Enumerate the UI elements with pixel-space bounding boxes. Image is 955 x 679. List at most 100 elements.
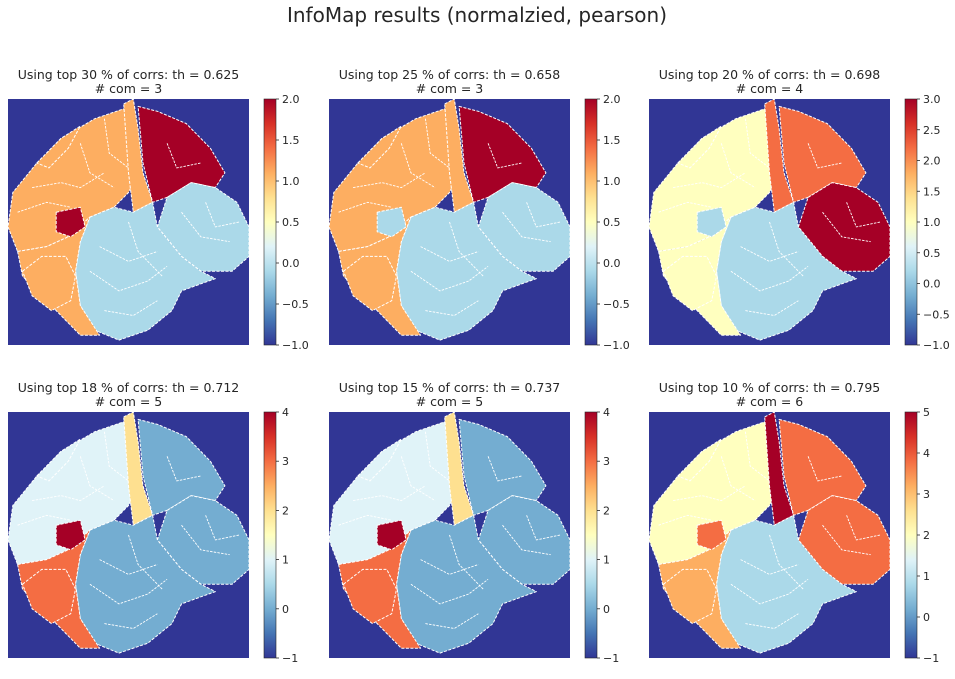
subplot-subtitle: # com = 5 [416,394,484,409]
sub-boundary [400,143,436,188]
region-left-pocket [22,568,76,625]
colorbar-tick-label: −0.5 [923,308,950,321]
sub-boundary [424,431,450,482]
sub-boundary [846,515,881,541]
colorbar-tick-label: 0.0 [603,257,621,270]
sub-boundary [103,118,129,169]
region-upper-left [357,125,402,169]
colorbar-tick-label: 1.5 [282,134,300,147]
subplot-3: Using top 20 % of corrs: th = 0.698# com… [648,67,950,352]
sub-boundary [181,211,230,243]
colorbar-tick-label: −1 [923,652,939,665]
colorbar-tick-label: 3.0 [923,93,941,106]
subplot-1: Using top 30 % of corrs: th = 0.625# com… [7,67,309,352]
sub-boundary [104,300,158,316]
colorbar: 4 3 2 1 0 −1 [584,406,619,665]
sub-boundary [526,515,561,541]
sub-boundary [745,300,799,316]
subplot-5: Using top 15 % of corrs: th = 0.737# com… [328,380,619,665]
colorbar-tick-label: 0.5 [603,216,621,229]
sub-boundary [338,514,392,526]
sub-boundary [807,143,842,169]
sub-boundary [720,143,756,188]
colorbar-tick-label: −1 [603,652,619,665]
region-left [7,421,142,565]
region-left [648,108,782,252]
region-north [444,411,475,526]
sub-boundary [128,534,163,590]
region-inset [55,519,86,551]
region-north [123,411,154,526]
sub-boundary [89,578,168,605]
sub-boundary [769,534,804,590]
region-north [764,411,795,526]
colorbar-tick-label: 0.5 [282,216,300,229]
sub-boundary [32,485,105,502]
colorbar-gradient [584,411,598,659]
sub-boundary [410,578,489,605]
colorbar-tick-label: 0 [923,611,930,624]
subplot-title: Using top 10 % of corrs: th = 0.795 [659,380,880,395]
colorbar-tick-label: −0.5 [282,298,309,311]
sub-boundary [166,456,201,482]
sub-boundary [17,514,71,526]
region-left-pocket [343,568,397,625]
subplot-subtitle: # com = 3 [416,81,484,96]
colorbar: 5 4 3 2 1 0 −1 [904,406,939,665]
colorbar-tick-label: 0 [603,603,610,616]
region-upper-left [677,438,722,482]
colorbar-tick-label: 1 [923,570,930,583]
sub-boundary [420,246,479,262]
colorbar-tick-label: 2 [923,529,930,542]
sub-boundary [658,201,712,213]
colorbar-tick-label: 4 [923,447,930,460]
region-north [444,98,475,213]
region-inset [376,206,407,238]
colorbar-gradient [263,98,277,346]
subplot-subtitle: # com = 4 [736,81,804,96]
subplot-title: Using top 30 % of corrs: th = 0.625 [18,67,239,82]
sub-boundary [425,300,479,316]
colorbar-tick-label: 3 [603,455,610,468]
subplot-title: Using top 18 % of corrs: th = 0.712 [18,380,239,395]
colorbar-tick-label: −1 [282,652,298,665]
region-left [328,108,463,252]
colorbar-tick-label: −1.0 [282,339,309,352]
colorbar: 2.0 1.5 1.0 0.5 0.0 −0.5 −1.0 [263,93,309,352]
region-inset [696,519,727,551]
colorbar: 4 3 2 1 0 −1 [263,406,298,665]
sub-boundary [424,118,450,169]
region-upper-left [357,438,402,482]
sub-boundary [526,202,561,228]
subplot-subtitle: # com = 5 [95,394,163,409]
figure-title: InfoMap results (normalzied, pearson) [287,3,667,27]
region-south [716,514,857,654]
colorbar-tick-label: 1.0 [282,175,300,188]
colorbar-tick-label: 3 [282,455,289,468]
sub-boundary [181,524,230,556]
sub-boundary [79,456,115,501]
sub-boundary [166,143,201,169]
sub-boundary [79,143,115,188]
subplot-subtitle: # com = 6 [736,394,804,409]
colorbar-tick-label: 4 [282,406,289,419]
colorbar-tick-label: 1.0 [923,216,941,229]
region-north [764,98,795,213]
subplot-2: Using top 25 % of corrs: th = 0.658# com… [328,67,630,352]
colorbar-tick-label: 2.0 [923,155,941,168]
region-left-pocket [343,255,397,312]
sub-boundary [353,172,426,189]
sub-boundary [769,221,804,277]
sub-boundary [744,118,770,169]
sub-boundary [730,578,809,605]
region-north [123,98,154,213]
colorbar-gradient [904,411,918,659]
sub-boundary [32,172,105,189]
sub-boundary [449,534,484,590]
colorbar: 2.0 1.5 1.0 0.5 0.0 −0.5 −1.0 [584,93,630,352]
region-left [648,421,782,565]
sub-boundary [17,201,71,213]
sub-boundary [205,515,240,541]
sub-boundary [128,221,163,277]
